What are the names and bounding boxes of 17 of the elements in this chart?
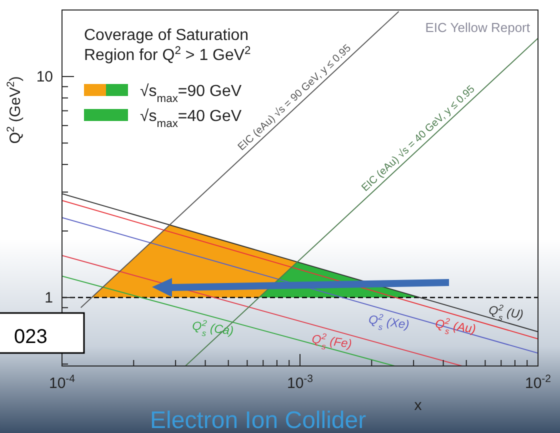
y-tick-label: 10	[36, 68, 53, 86]
x-tick-label: 10$^{-3}$	[286, 373, 314, 392]
x-axis-title: x	[414, 397, 422, 414]
text: Electron Ion Collider	[150, 407, 366, 433]
x-tick-label: 10$^{-2}$	[524, 373, 552, 392]
text: Q$^{2}$$_{s}$ (Fe)	[310, 330, 353, 352]
x-tick-label: 10$^{-4}$	[48, 373, 76, 392]
text: 023	[14, 326, 48, 348]
text: Q$^{2}$$_{s}$ (Ca)	[191, 318, 234, 338]
annotation: EIC Yellow Report	[425, 20, 530, 35]
legend-label: √s$_{max}$=40 GeV	[140, 108, 242, 130]
legend-label: √s$_{max}$=90 GeV	[140, 83, 242, 105]
text: Q$^{2}$$_{s}$ (Xe)	[368, 311, 410, 332]
y-tick-label: 1	[44, 290, 53, 307]
legend-title: Coverage of Saturation Region for Q$^{2}$ > 1 GeV$^{2}$	[84, 27, 251, 64]
text: Q$^{2}$$_{s}$ (Au)	[434, 316, 477, 336]
text: Q$^{2}$$_{s}$ (U)	[488, 302, 524, 323]
